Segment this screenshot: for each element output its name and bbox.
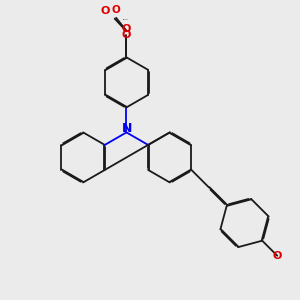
Text: O: O — [122, 24, 131, 34]
Text: N: N — [122, 122, 132, 135]
Text: methoxy: methoxy — [123, 19, 130, 20]
Text: O: O — [101, 6, 110, 16]
Text: O: O — [112, 5, 121, 16]
Text: O: O — [122, 30, 131, 40]
Text: O: O — [273, 251, 282, 261]
